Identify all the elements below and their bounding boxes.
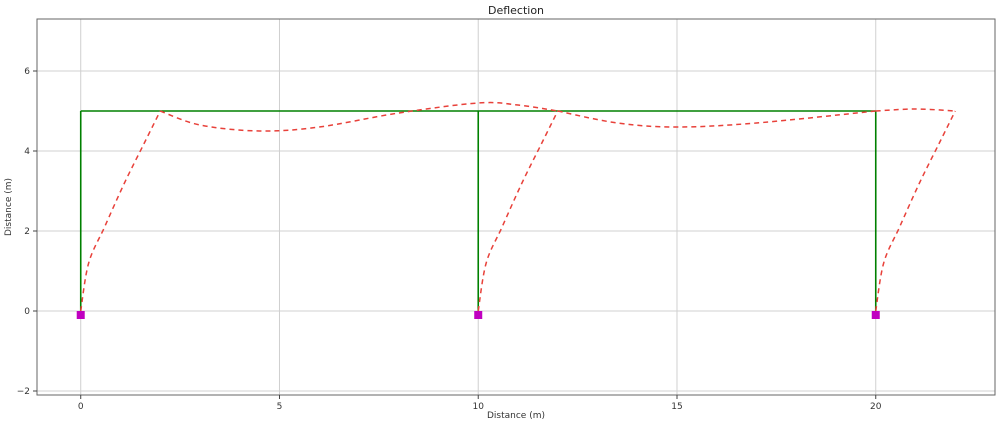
y-tick-label: 6 [24,67,30,77]
support-marker [474,311,483,319]
y-axis-label: Distance (m) [4,178,14,236]
deflected-shape-line [159,101,558,132]
y-tick-label: 0 [24,307,30,317]
x-axis-label: Distance (m) [487,411,545,421]
y-tick-label: −2 [17,387,30,397]
deflected-shape-line [557,110,876,128]
plot-series [76,101,956,319]
support-marker [76,311,85,319]
chart-title: Deflection [488,4,544,17]
x-tick-label: 0 [78,402,84,412]
deflected-shape-line [875,110,956,312]
y-tick-label: 2 [24,227,30,237]
x-tick-label: 15 [671,402,682,412]
deflected-shape-line [477,110,559,312]
support-marker [871,311,880,319]
plot-frame [36,18,996,396]
axis-ticks: 0 5 10 15 20 −2 0 2 4 6 [17,67,882,412]
x-tick-label: 20 [870,402,882,412]
deflected-shape-line [79,110,161,312]
grid-lines [37,19,995,395]
x-tick-label: 10 [473,402,485,412]
x-tick-label: 5 [277,402,283,412]
y-tick-label: 4 [24,147,30,157]
deflected-shape-line [875,108,956,112]
